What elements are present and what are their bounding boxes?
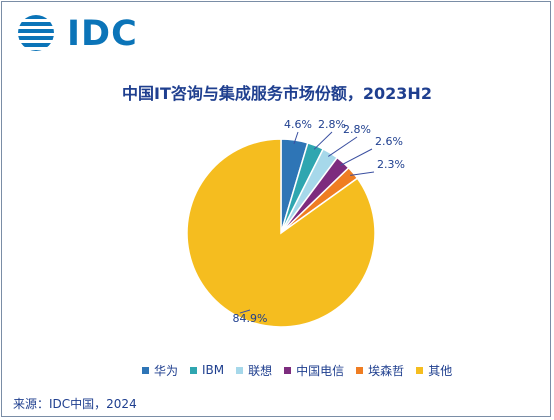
legend-item-huawei: 华为 — [142, 362, 178, 379]
pie-slice-others — [186, 138, 376, 328]
data-label-ibm: 2.8% — [318, 118, 346, 131]
leader-line-lenovo — [327, 136, 358, 157]
leader-line-ibm — [313, 131, 333, 150]
data-label-others: 84.9% — [233, 312, 268, 325]
leader-line-others — [239, 309, 251, 314]
source-note: 来源：IDC中国，2024 — [13, 397, 137, 411]
legend-swatch-china-telecom — [284, 366, 292, 374]
leader-line-china-telecom — [340, 148, 373, 166]
chart-title: 中国IT咨询与集成服务市场份额，2023H2 — [122, 84, 432, 103]
legend-label-ibm: IBM — [202, 363, 225, 377]
legend-item-accenture: 埃森哲 — [356, 362, 404, 379]
legend-label-accenture: 埃森哲 — [368, 363, 405, 378]
legend-item-others: 其他 — [416, 362, 452, 379]
legend-swatch-accenture — [356, 366, 364, 374]
legend-item-lenovo: 联想 — [236, 362, 272, 379]
data-label-china-telecom: 2.6% — [375, 135, 403, 148]
legend-swatch-others — [416, 366, 424, 374]
legend-label-others: 其他 — [428, 363, 453, 378]
idc-logo: IDC — [16, 13, 138, 55]
legend-label-huawei: 华为 — [154, 363, 179, 378]
globe-icon — [18, 15, 54, 51]
leader-line-accenture — [350, 171, 375, 176]
legend-item-china-telecom: 中国电信 — [284, 362, 344, 379]
data-label-accenture: 2.3% — [377, 158, 405, 171]
data-label-lenovo: 2.8% — [343, 123, 371, 136]
legend-label-china-telecom: 中国电信 — [296, 363, 345, 378]
legend-swatch-huawei — [142, 366, 149, 374]
logo-wordmark: IDC — [67, 14, 138, 54]
legend-label-lenovo: 联想 — [248, 363, 273, 378]
data-label-huawei: 4.6% — [284, 118, 312, 131]
legend-swatch-lenovo — [236, 366, 244, 374]
chart-legend: 华为 IBM 联想 中国电信 埃森哲 其他 — [142, 362, 452, 378]
legend-swatch-ibm — [190, 366, 198, 374]
leader-line-huawei — [293, 131, 299, 145]
legend-item-ibm: IBM — [190, 363, 224, 377]
